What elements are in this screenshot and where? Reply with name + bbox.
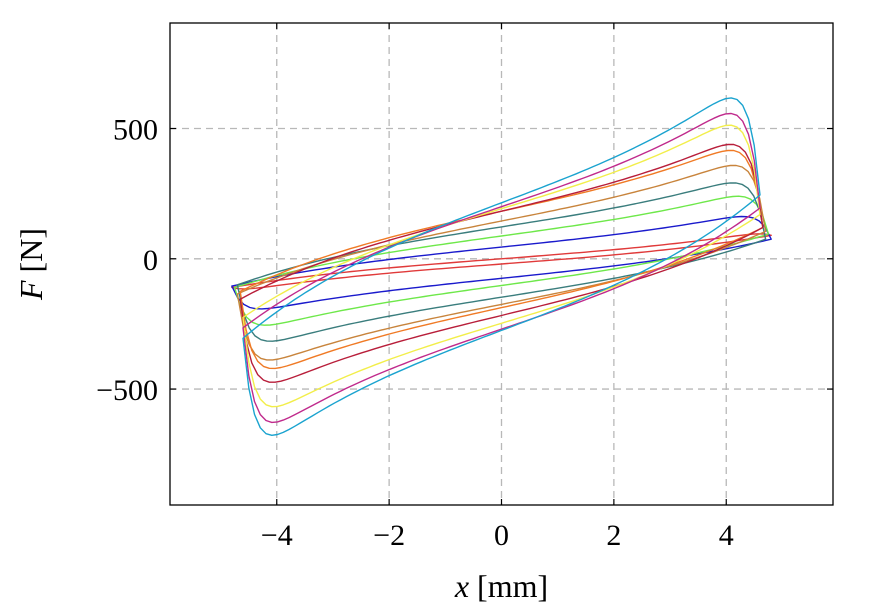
x-tick-label: −4 [261,519,293,552]
series-loop-7 [239,143,764,383]
series-loop-9 [242,112,761,424]
series-loop-5 [236,164,767,361]
y-tick-label: 500 [113,114,158,147]
y-axis-label: F [N] [13,228,49,301]
x-axis-variable: x [454,568,469,604]
series-layer [231,97,772,436]
axis-ticks: −4 −2 0 2 4 −500 0 500 [96,23,833,552]
series-loop-10 [242,97,761,436]
grid [170,23,833,505]
x-axis-unit: [mm] [477,568,548,604]
y-axis-variable: F [13,280,49,301]
series-loop-3 [233,195,770,326]
x-tick-label: −2 [373,519,405,552]
y-tick-label: 0 [143,244,158,277]
x-tick-label: 0 [494,519,509,552]
y-tick-label: −500 [96,374,158,407]
y-axis-unit: [N] [13,228,49,272]
series-loop-4 [236,182,767,342]
x-tick-label: 2 [606,519,621,552]
x-axis-label: x [mm] [454,568,548,604]
series-loop-6 [239,149,764,370]
x-tick-label: 4 [719,519,734,552]
series-loop-2 [231,215,772,310]
